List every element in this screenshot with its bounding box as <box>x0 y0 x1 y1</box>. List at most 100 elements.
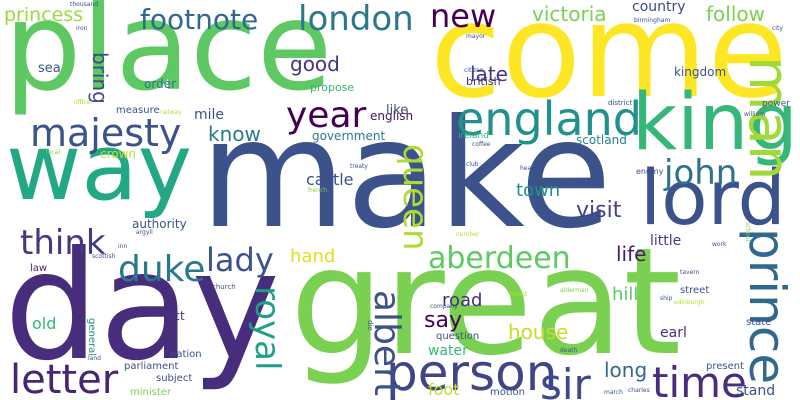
word-motion: motion <box>490 387 526 398</box>
word-parliament: parliament <box>124 361 179 372</box>
word-alderman: alderman <box>560 287 589 294</box>
word-law: law <box>30 263 48 274</box>
word-stand: stand <box>736 383 776 399</box>
word-state: state <box>746 317 772 328</box>
word-company: company <box>430 303 458 310</box>
word-duke: duke <box>118 249 206 290</box>
word-general: general <box>86 318 97 357</box>
word-make: make <box>200 88 612 262</box>
word-mayor: mayor <box>466 33 486 40</box>
word-kingdom: kingdom <box>674 65 727 79</box>
word-die: die <box>366 320 374 331</box>
word-minister: minister <box>130 387 172 398</box>
word-district: district <box>608 99 633 107</box>
word-great: great <box>290 216 682 388</box>
word-subject: subject <box>156 373 193 384</box>
word-aberdeen: aberdeen <box>428 241 571 276</box>
word-castle: castle <box>306 170 354 189</box>
word-number: number <box>456 231 480 238</box>
word-act: act <box>166 309 185 323</box>
word-good: good <box>290 52 340 76</box>
word-come: come <box>430 0 788 127</box>
word-club: club <box>466 161 479 168</box>
word-hand: hand <box>290 246 336 267</box>
word-prince: prince <box>738 228 796 385</box>
word-think: think <box>20 223 106 263</box>
word-head: head <box>520 165 535 172</box>
word-victoria: victoria <box>532 2 607 26</box>
word-king: king <box>632 78 798 168</box>
word-late: late <box>470 62 508 86</box>
word-french: french <box>308 187 328 194</box>
word-town: town <box>516 180 561 201</box>
word-country: country <box>632 0 686 15</box>
word-water: water <box>428 343 468 359</box>
word-propose: propose <box>310 81 355 94</box>
word-house: house <box>508 320 569 344</box>
word-life: life <box>616 242 647 266</box>
word-princess: princess <box>4 4 84 26</box>
word-present: present <box>706 361 745 372</box>
word-like: like <box>386 103 409 118</box>
word-nation: nation <box>170 349 202 360</box>
word-march: march <box>604 389 623 396</box>
word-hill: hill <box>612 284 639 305</box>
word-royal: royal <box>247 286 287 371</box>
word-sea: sea <box>38 61 61 76</box>
word-authority: authority <box>132 217 187 231</box>
word-treaty: treaty <box>350 163 368 170</box>
word-lady: lady <box>206 241 274 279</box>
word-officer: officer <box>74 99 93 106</box>
word-old: old <box>32 314 57 333</box>
word-road: road <box>442 290 483 311</box>
word-work: work <box>712 241 727 248</box>
word-inn: inn <box>118 243 128 250</box>
word-order: order <box>144 77 176 91</box>
word-time: time <box>652 358 747 400</box>
word-question: question <box>436 331 480 342</box>
word-year: year <box>286 95 367 136</box>
word-albert: albert <box>366 290 407 396</box>
word-school: school <box>744 222 751 242</box>
word-lord: lord <box>640 153 786 242</box>
word-long: long <box>604 358 648 382</box>
word-bring: bring <box>88 52 112 104</box>
word-queen: queen <box>395 144 435 251</box>
word-follow: follow <box>706 2 765 26</box>
word-street: street <box>680 285 710 296</box>
word-way: way <box>6 114 193 221</box>
word-earl: earl <box>660 325 687 341</box>
word-tavern: tavern <box>680 269 700 276</box>
word-visit: visit <box>576 198 622 223</box>
word-iron: iron <box>76 25 88 32</box>
word-place: place <box>4 0 333 118</box>
word-local: local <box>46 149 60 156</box>
word-charles: charles <box>628 387 650 394</box>
word-scottish: scottish <box>92 253 116 260</box>
word-crown: crown <box>100 147 137 161</box>
word-government: government <box>312 129 386 143</box>
word-know: know <box>208 122 261 146</box>
word-thousand: thousand <box>70 1 99 8</box>
word-letter: letter <box>10 357 119 400</box>
word-measure: measure <box>116 105 160 116</box>
word-coffee: coffee <box>472 141 491 148</box>
word-railway: railway <box>160 109 182 116</box>
word-forest: forest <box>510 291 528 298</box>
word-ireland: ireland <box>458 131 489 141</box>
word-footnote: footnote <box>140 3 259 36</box>
word-edinburgh: edinburgh <box>674 299 705 306</box>
word-london: london <box>298 0 414 39</box>
word-ship: ship <box>660 295 673 302</box>
word-william: william <box>744 111 766 118</box>
word-england: england <box>456 92 642 146</box>
word-land: land <box>88 355 101 362</box>
word-man: man <box>736 56 800 181</box>
word-power: power <box>762 99 790 109</box>
word-british: british <box>466 75 501 88</box>
word-city: city <box>772 25 783 32</box>
word-church: church <box>212 283 236 291</box>
word-mile: mile <box>194 107 225 123</box>
word-birmingham: birmingham <box>634 17 671 24</box>
word-argyll: argyll <box>136 229 153 236</box>
